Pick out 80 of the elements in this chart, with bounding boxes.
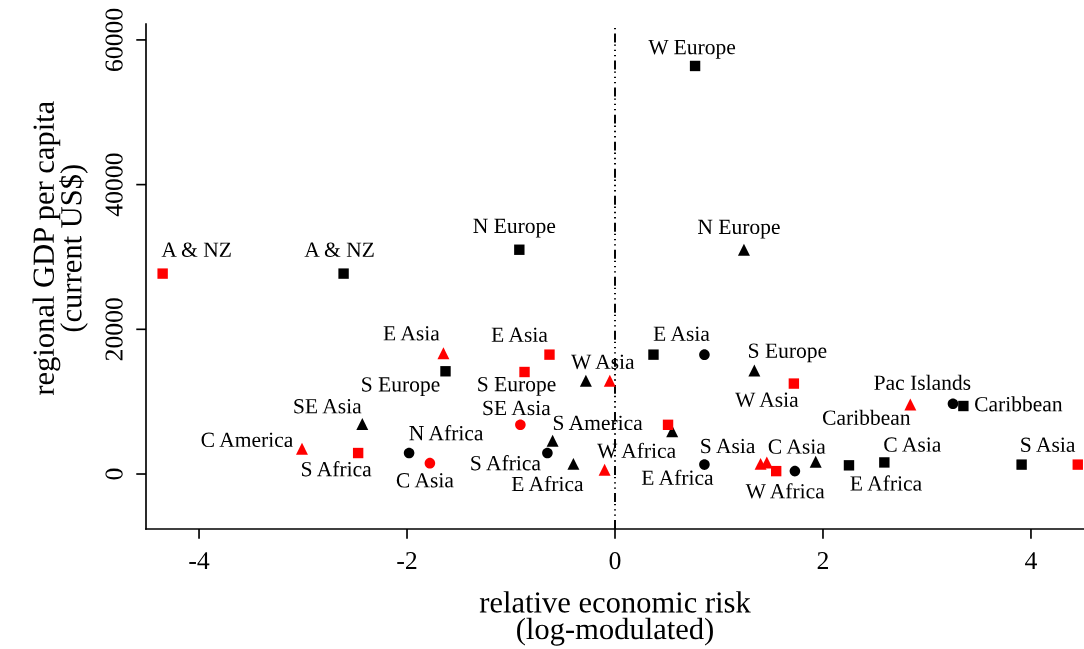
annotation: S America — [553, 415, 643, 431]
point — [567, 457, 580, 470]
point — [296, 442, 308, 455]
point — [958, 400, 969, 412]
annotation: W Asia — [735, 392, 799, 408]
annotation: W Africa — [745, 483, 825, 499]
point — [544, 349, 555, 360]
annotation: E Africa — [850, 475, 922, 491]
point — [157, 268, 168, 279]
y-tick-label: 40000 — [105, 153, 123, 217]
point — [579, 374, 592, 387]
annotation: S Africa — [302, 461, 372, 477]
point — [1016, 459, 1027, 470]
point — [648, 349, 659, 360]
point — [352, 447, 364, 459]
annotation: SE Asia — [483, 400, 551, 416]
annotation: N Europe — [698, 219, 780, 239]
annotation: Pac Islands — [874, 374, 971, 390]
point — [770, 465, 782, 477]
annotation: N Europe — [473, 218, 556, 238]
annotation: N Africa — [409, 425, 484, 441]
y-axis-title: regional GDP per capita (current US$) — [32, 101, 88, 396]
point — [879, 457, 890, 468]
point — [789, 465, 801, 477]
x-axis-title: relative economic risk (log-modulated) — [479, 591, 751, 646]
point — [519, 366, 530, 378]
point — [788, 378, 800, 389]
point — [515, 419, 526, 431]
annotation: W Africa — [597, 442, 676, 459]
x-tick-label: 2 — [817, 552, 828, 570]
annotation: S Asia — [1021, 437, 1076, 452]
annotation: A & NZ — [304, 242, 374, 257]
annotation: SE Asia — [294, 399, 362, 414]
point — [546, 434, 559, 447]
point — [440, 366, 451, 377]
annotation: C Asia — [768, 439, 826, 454]
point — [699, 459, 710, 470]
point — [598, 463, 611, 476]
point — [699, 349, 710, 360]
annotation: W Europe — [648, 40, 736, 59]
annotation: E Asia — [491, 327, 548, 343]
y-tick-label: 20000 — [105, 298, 123, 361]
point — [603, 374, 616, 387]
point — [338, 268, 349, 279]
annotation: Caribbean — [975, 396, 1063, 412]
annotation: S Africa — [471, 455, 541, 471]
annotation: C America — [201, 432, 294, 448]
x-tick-label: 4 — [1025, 552, 1037, 570]
annotation: S Europe — [362, 377, 440, 397]
point — [904, 398, 917, 411]
point — [1072, 459, 1083, 470]
point — [809, 455, 822, 468]
point — [514, 244, 525, 255]
annotation: S Europe — [478, 376, 556, 396]
y-tick-label: 0 — [105, 468, 123, 480]
point — [947, 398, 959, 410]
annotation: S Europe — [749, 343, 827, 363]
annotation: E Africa — [641, 469, 714, 485]
point — [424, 457, 436, 469]
x-tick-label: -2 — [397, 552, 417, 570]
annotation: S Asia — [701, 438, 756, 454]
annotation: A & NZ — [161, 242, 231, 257]
annotation: C Asia — [396, 473, 454, 488]
point — [843, 460, 855, 471]
annotation: E Asia — [653, 326, 710, 342]
point — [662, 419, 674, 431]
point — [437, 347, 450, 360]
point — [748, 364, 761, 377]
point — [542, 447, 553, 459]
annotation: E Asia — [383, 326, 440, 341]
point — [403, 447, 415, 459]
point — [737, 243, 750, 256]
x-tick-label: 0 — [609, 551, 621, 570]
y-tick-label: 60000 — [105, 8, 123, 71]
point — [356, 418, 369, 431]
x-tick-label: -4 — [189, 552, 210, 570]
annotation: Caribbean — [822, 409, 911, 425]
annotation: E Africa — [511, 475, 584, 492]
point — [689, 60, 701, 72]
annotation: C Asia — [884, 437, 942, 452]
